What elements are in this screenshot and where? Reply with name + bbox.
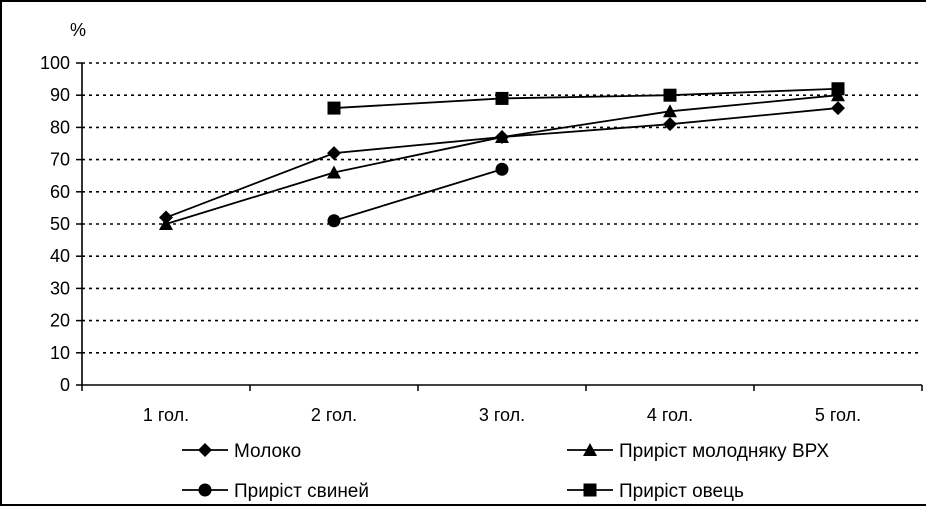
tick-labels: 0 10 20 30 40 50 60 70 80 90 100 1 гол. 2 гол. 3 гол.… [40, 53, 861, 425]
data-point [327, 146, 341, 161]
series-line [333, 87, 839, 109]
data-point [159, 217, 173, 230]
series-circle [327, 162, 509, 228]
legend-label: Молоко [234, 441, 301, 462]
x-tick-label: 3 гол. [479, 405, 525, 425]
legend-marker [583, 483, 597, 497]
data-point [663, 88, 677, 102]
axes [76, 62, 923, 391]
x-tick-label: 4 гол. [647, 405, 693, 425]
legend-marker [198, 443, 212, 457]
y-axis-label: % [70, 20, 86, 40]
data-point [831, 101, 845, 116]
gridlines [82, 62, 922, 354]
x-tick-label: 5 гол. [815, 405, 861, 425]
data-point [663, 117, 677, 132]
y-tick-label: 20 [50, 311, 70, 331]
data-point [327, 214, 341, 228]
legend-entry: Приріст овець [567, 481, 744, 502]
data-point [831, 82, 845, 96]
y-tick-label: 80 [50, 117, 70, 137]
legend: Молоко Приріст молодняку ВРХ Приріст свине… [182, 441, 829, 502]
x-tick-label: 1 гол. [143, 405, 189, 425]
legend-entry: Приріст свиней [182, 481, 369, 502]
data-point [663, 104, 677, 118]
legend-label: Приріст овець [619, 481, 744, 502]
data-point [495, 130, 509, 144]
data-point [495, 162, 509, 176]
y-tick-label: 50 [50, 214, 70, 234]
y-tick-label: 90 [50, 85, 70, 105]
y-tick-label: 100 [40, 53, 70, 73]
x-tick-label: 2 гол. [311, 405, 357, 425]
legend-marker [583, 443, 597, 456]
legend-entry: Молоко [182, 441, 301, 462]
legend-marker [198, 483, 212, 497]
series-triangle [159, 88, 845, 230]
y-tick-label: 10 [50, 343, 70, 363]
data-point [327, 165, 341, 179]
y-tick-label: 70 [50, 150, 70, 170]
legend-label: Приріст молодняку ВРХ [619, 441, 829, 462]
series-line [333, 168, 503, 222]
legend-entry: Приріст молодняку ВРХ [567, 441, 829, 462]
data-point [327, 101, 341, 115]
y-tick-label: 30 [50, 278, 70, 298]
data-point [495, 91, 509, 105]
legend-label: Приріст свиней [234, 481, 369, 502]
y-tick-label: 60 [50, 182, 70, 202]
y-tick-label: 40 [50, 246, 70, 266]
series [159, 82, 845, 230]
y-tick-label: 0 [60, 375, 70, 395]
series-square [327, 82, 845, 115]
